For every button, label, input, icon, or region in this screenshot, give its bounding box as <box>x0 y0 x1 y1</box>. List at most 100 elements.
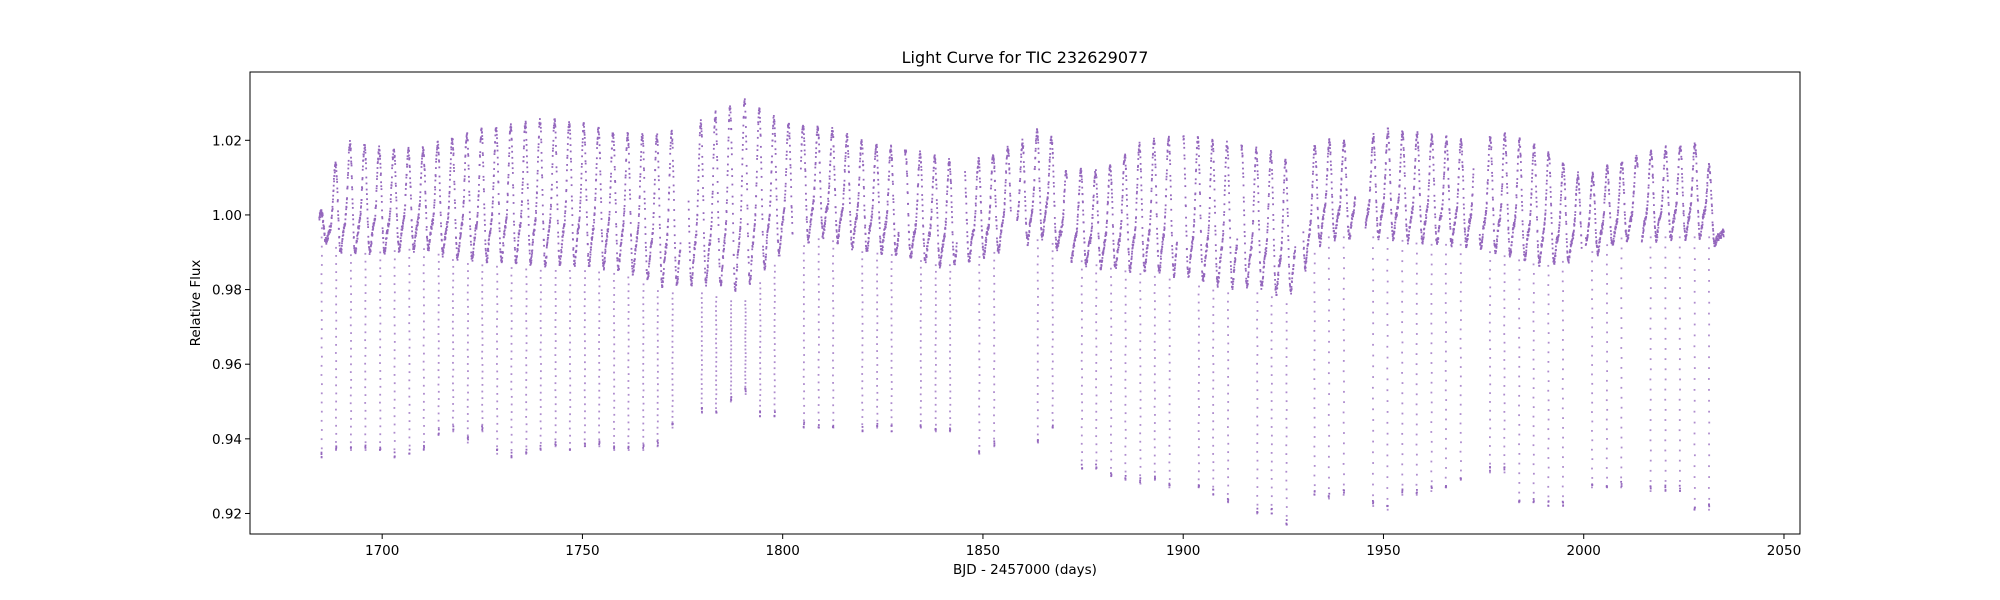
flux-point <box>351 206 354 209</box>
flux-point <box>410 219 413 221</box>
flux-point <box>981 242 984 245</box>
flux-point <box>331 208 334 210</box>
flux-point <box>1041 235 1044 237</box>
flux-point <box>358 227 360 230</box>
flux-point <box>951 241 954 244</box>
flux-point <box>715 133 718 136</box>
flux-point <box>930 218 933 220</box>
flux-point <box>847 150 849 152</box>
flux-point <box>1157 249 1159 252</box>
flux-point <box>631 267 634 270</box>
flux-point <box>888 175 890 178</box>
flux-point <box>379 174 382 176</box>
flux-point <box>1057 241 1060 244</box>
flux-point <box>413 245 416 248</box>
flux-point <box>511 167 514 170</box>
flux-point <box>336 200 339 203</box>
flux-point <box>540 151 543 154</box>
flux-point <box>927 238 930 240</box>
flux-point <box>542 239 545 241</box>
flux-point <box>579 202 582 205</box>
flux-point <box>667 198 670 201</box>
flux-point <box>874 153 877 155</box>
flux-point <box>531 238 534 241</box>
flux-point <box>379 162 382 165</box>
flux-point <box>609 193 612 196</box>
flux-point <box>606 235 609 237</box>
flux-point <box>483 190 485 193</box>
flux-point <box>1054 236 1057 239</box>
flux-point <box>510 126 513 129</box>
flux-point <box>920 169 923 171</box>
flux-point <box>590 248 592 251</box>
flux-point <box>640 151 643 153</box>
flux-point <box>991 158 994 161</box>
flux-point <box>907 224 910 227</box>
flux-point <box>663 257 666 260</box>
flux-point <box>615 223 618 225</box>
flux-point <box>1214 244 1217 247</box>
flux-point <box>765 242 768 245</box>
flux-point <box>1060 230 1063 233</box>
flux-point <box>1258 251 1261 254</box>
flux-point <box>580 172 583 175</box>
flux-point <box>391 167 393 170</box>
flux-point <box>809 223 812 226</box>
flux-point <box>938 263 941 265</box>
flux-point <box>414 236 417 239</box>
flux-point <box>472 252 474 255</box>
flux-point <box>603 267 605 269</box>
flux-point <box>1042 231 1044 234</box>
flux-point <box>559 258 562 260</box>
flux-point <box>1183 142 1185 145</box>
flux-point <box>424 190 427 193</box>
flux-point <box>599 183 602 186</box>
flux-point <box>1024 200 1027 202</box>
flux-point <box>1245 277 1248 280</box>
flux-point <box>1154 158 1157 161</box>
flux-point <box>603 261 606 264</box>
flux-point <box>360 202 363 204</box>
flux-point <box>346 197 348 200</box>
flux-point <box>604 244 607 246</box>
flux-point <box>809 220 812 222</box>
flux-point <box>343 224 346 227</box>
flux-point <box>433 206 435 209</box>
flux-point <box>583 129 586 132</box>
flux-point <box>674 265 677 268</box>
flux-point <box>1137 158 1140 160</box>
flux-point <box>1207 226 1210 229</box>
flux-point <box>694 236 697 239</box>
flux-point <box>766 229 769 232</box>
flux-point <box>1083 237 1086 240</box>
flux-point <box>740 185 743 188</box>
flux-point <box>591 232 594 234</box>
flux-point <box>676 275 679 278</box>
flux-point <box>846 139 849 141</box>
flux-point <box>612 137 615 139</box>
flux-point <box>734 290 737 292</box>
flux-point <box>1065 170 1067 172</box>
flux-point <box>753 228 756 231</box>
flux-point <box>498 237 501 240</box>
flux-point <box>359 212 362 215</box>
flux-point <box>1229 246 1232 249</box>
flux-point <box>1261 280 1264 283</box>
flux-point <box>509 123 512 126</box>
flux-point <box>842 197 845 200</box>
flux-point <box>1197 140 1200 143</box>
flux-point <box>489 231 492 234</box>
flux-point <box>1235 248 1238 251</box>
flux-point <box>345 201 348 204</box>
flux-point <box>878 227 881 230</box>
flux-point <box>546 241 549 244</box>
flux-point <box>337 217 340 220</box>
flux-point <box>338 244 341 247</box>
flux-point <box>355 247 358 250</box>
flux-point <box>921 217 924 220</box>
flux-point <box>776 227 779 230</box>
flux-point <box>1142 248 1145 251</box>
flux-point <box>1172 264 1174 266</box>
flux-point <box>918 164 920 167</box>
flux-point <box>1171 256 1174 259</box>
